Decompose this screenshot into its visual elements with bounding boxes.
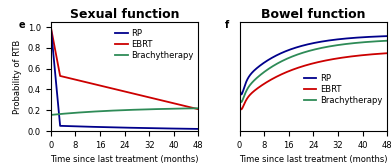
X-axis label: Time since last treatment (months): Time since last treatment (months)	[239, 155, 387, 164]
Title: Bowel function: Bowel function	[261, 8, 366, 21]
X-axis label: Time since last treatment (months): Time since last treatment (months)	[50, 155, 199, 164]
Text: f: f	[225, 20, 229, 30]
Y-axis label: Probability of RTB: Probability of RTB	[13, 39, 22, 114]
Title: Sexual function: Sexual function	[70, 8, 179, 21]
Text: e: e	[18, 20, 25, 30]
Legend: RP, EBRT, Brachytherapy: RP, EBRT, Brachytherapy	[303, 73, 383, 106]
Legend: RP, EBRT, Brachytherapy: RP, EBRT, Brachytherapy	[114, 28, 194, 61]
